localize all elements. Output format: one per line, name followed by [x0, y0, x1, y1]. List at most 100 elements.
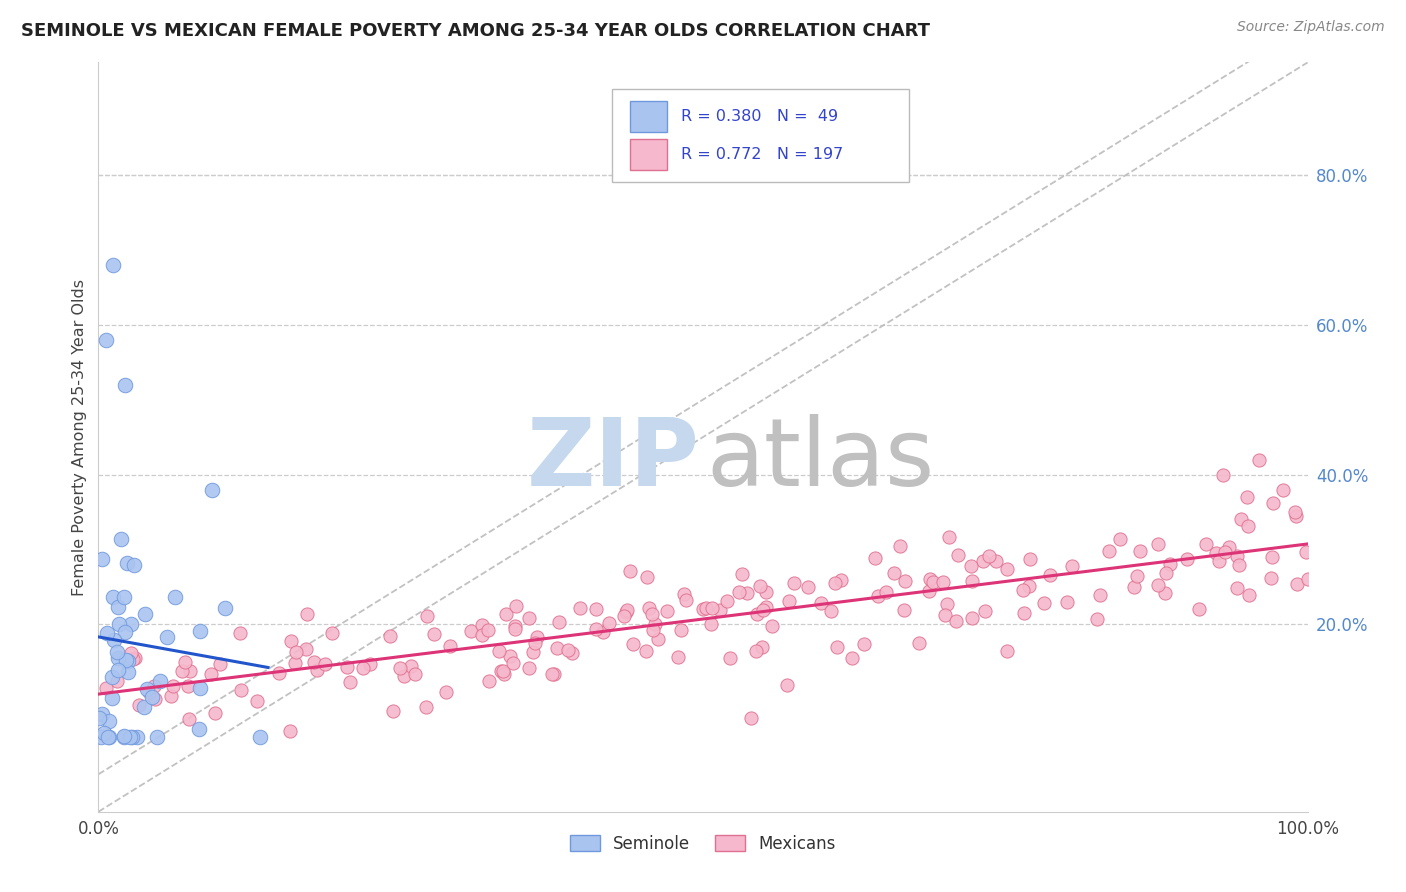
Point: [439, 640, 461, 654]
Point: [778, 594, 800, 608]
Point: [382, 704, 405, 718]
Point: [204, 706, 226, 720]
Point: [761, 619, 783, 633]
Point: [1018, 552, 1040, 566]
Point: [100, 670, 122, 684]
Point: [174, 655, 197, 669]
Point: [110, 532, 132, 546]
Point: [285, 645, 308, 659]
Point: [146, 730, 169, 744]
Point: [280, 633, 302, 648]
Point: [960, 611, 983, 625]
Point: [1090, 589, 1112, 603]
Point: [972, 554, 994, 568]
Point: [666, 649, 689, 664]
Point: [517, 611, 540, 625]
Point: [1188, 602, 1211, 616]
Point: [841, 651, 863, 665]
Point: [616, 603, 638, 617]
Point: [592, 624, 614, 639]
Point: [477, 624, 499, 638]
Point: [97, 730, 120, 744]
Point: [118, 730, 141, 744]
Point: [1062, 559, 1084, 574]
Point: [945, 614, 967, 628]
Point: [1039, 567, 1062, 582]
Text: ZIP: ZIP: [526, 414, 699, 506]
FancyBboxPatch shape: [630, 139, 666, 169]
Point: [200, 666, 222, 681]
Point: [149, 674, 172, 689]
Point: [1237, 588, 1260, 602]
Point: [120, 616, 142, 631]
Point: [974, 604, 997, 618]
Point: [170, 664, 193, 678]
Point: [105, 674, 128, 689]
Point: [692, 602, 714, 616]
Point: [471, 628, 494, 642]
Point: [214, 601, 236, 615]
Point: [1296, 573, 1319, 587]
Point: [669, 623, 692, 637]
Point: [936, 597, 959, 611]
Point: [894, 574, 917, 588]
Point: [700, 601, 723, 615]
Point: [1286, 576, 1309, 591]
Point: [776, 678, 799, 692]
Point: [388, 661, 411, 675]
Point: [107, 616, 129, 631]
Point: [918, 583, 941, 598]
Point: [675, 593, 697, 607]
Point: [1230, 512, 1253, 526]
Point: [938, 530, 960, 544]
Point: [143, 679, 166, 693]
Point: [526, 630, 548, 644]
Point: [132, 699, 155, 714]
Point: [810, 596, 832, 610]
Point: [90, 730, 112, 744]
Point: [546, 640, 568, 655]
Point: [853, 637, 876, 651]
Point: [478, 673, 501, 688]
Point: [460, 624, 482, 638]
Point: [995, 562, 1018, 576]
Point: [107, 599, 129, 614]
Point: [143, 691, 166, 706]
Point: [339, 675, 361, 690]
Point: [960, 558, 983, 573]
Point: [709, 603, 731, 617]
Point: [644, 617, 666, 632]
Point: [1260, 570, 1282, 584]
Text: R = 0.772   N = 197: R = 0.772 N = 197: [682, 147, 844, 162]
Point: [156, 631, 179, 645]
Point: [267, 666, 290, 681]
Point: [176, 679, 198, 693]
Point: [997, 644, 1019, 658]
Point: [94, 333, 117, 347]
Point: [321, 626, 343, 640]
Point: [621, 637, 644, 651]
Point: [91, 707, 114, 722]
Point: [488, 643, 510, 657]
Point: [986, 554, 1008, 568]
Point: [120, 646, 142, 660]
Point: [112, 729, 135, 743]
Point: [1098, 543, 1121, 558]
Point: [380, 630, 402, 644]
Point: [122, 651, 145, 665]
Point: [673, 587, 696, 601]
Point: [115, 653, 138, 667]
Point: [1263, 496, 1285, 510]
Point: [179, 712, 201, 726]
Point: [127, 730, 149, 744]
Point: [655, 604, 678, 618]
Point: [307, 663, 329, 677]
Point: [548, 615, 571, 630]
Point: [505, 599, 527, 614]
Point: [747, 607, 769, 621]
Point: [101, 258, 124, 272]
Point: [1159, 557, 1181, 571]
Point: [97, 714, 120, 729]
Point: [824, 575, 846, 590]
Point: [165, 590, 187, 604]
